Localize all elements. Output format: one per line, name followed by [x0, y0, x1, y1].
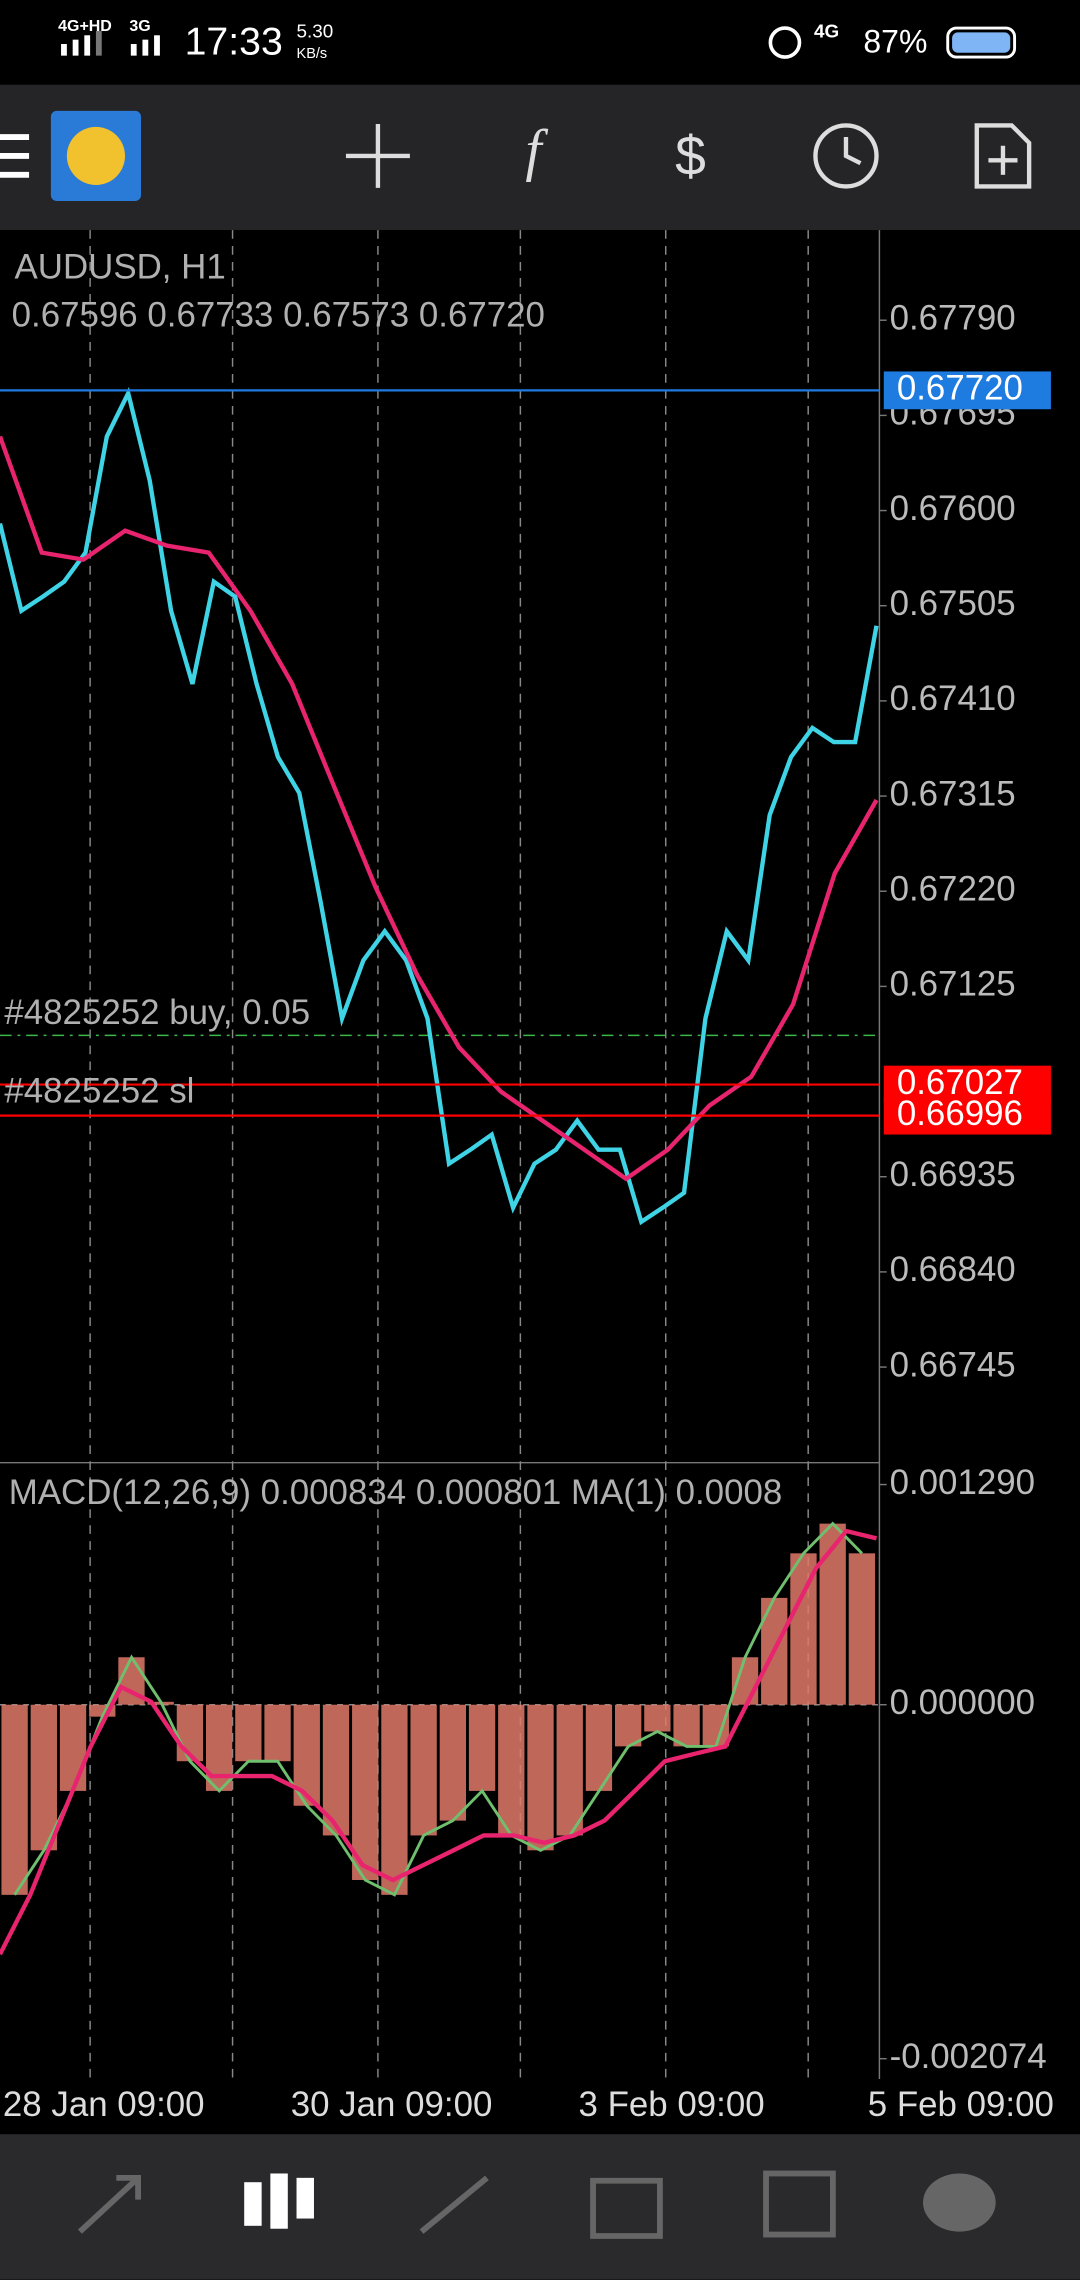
clock: 17:33	[185, 19, 283, 63]
macd-bar	[556, 1704, 583, 1836]
quotes-tab[interactable]	[77, 2174, 141, 2234]
y-tick-label: 0.001290	[890, 1463, 1035, 1502]
status-bar: 4G+HD 3G 17:33 5.30 KB/s 4G 87%	[58, 18, 1017, 63]
macd-bar	[498, 1704, 525, 1836]
macd-bar	[673, 1704, 700, 1747]
price-tag-label: 0.66996	[897, 1094, 1023, 1133]
timeframe-button[interactable]	[813, 123, 879, 189]
ohlc: 0.67596 0.67733 0.67573 0.67720	[12, 296, 545, 335]
trade-button[interactable]: $	[675, 125, 706, 187]
signal	[72, 39, 79, 56]
macd-bar	[264, 1704, 291, 1762]
signal	[61, 44, 67, 56]
signal	[84, 35, 91, 56]
network: 4G+HD	[58, 18, 112, 35]
macd-bar	[89, 1704, 116, 1717]
price-tag	[883, 371, 1051, 410]
macd-bar	[819, 1523, 846, 1705]
signal	[130, 44, 137, 56]
date-label: 5 Feb 09:00	[868, 2085, 1054, 2124]
macd-bar	[439, 1704, 467, 1821]
crosshair-button[interactable]	[345, 123, 410, 188]
macd-bar	[615, 1704, 642, 1747]
symbol: AUDUSD, H1	[15, 248, 226, 287]
signal	[154, 35, 160, 56]
signal	[142, 39, 149, 56]
y-tick-label: 0.67790	[890, 298, 1016, 337]
plot	[0, 319, 887, 2060]
macd-bar	[381, 1704, 408, 1895]
battery-icon	[946, 26, 1017, 59]
speed: 5.30	[297, 21, 334, 42]
battery-level: 87%	[863, 23, 927, 59]
y-tick-label: 0.67315	[890, 774, 1016, 813]
order-label: #4825252 buy, 0.05	[4, 993, 310, 1032]
menu-icon[interactable]	[0, 134, 30, 178]
y-tick-label: 0.66840	[890, 1250, 1016, 1289]
macd-bar	[468, 1704, 496, 1791]
y-tick-label: 0.000000	[890, 1683, 1035, 1722]
date-label: 28 Jan 09:00	[3, 2085, 205, 2124]
speed-unit: KB/s	[297, 46, 328, 62]
y-tick-label: 0.67505	[890, 584, 1016, 623]
macd-bar	[352, 1704, 379, 1880]
series-line	[0, 1528, 878, 1956]
template-button[interactable]	[974, 123, 1032, 189]
macd-bar	[1, 1704, 28, 1895]
y-tick-label: 0.67600	[890, 489, 1016, 528]
macd-bar	[30, 1704, 57, 1851]
macd-bar	[702, 1704, 729, 1747]
macd-bar	[235, 1704, 262, 1762]
y-tick-label: 0.67410	[890, 679, 1016, 718]
y-tick-label: 0.67125	[890, 965, 1016, 1004]
date-label: 3 Feb 09:00	[579, 2085, 765, 2124]
signal	[95, 30, 102, 56]
network: 3G	[129, 18, 150, 35]
history-tab[interactable]	[590, 2177, 663, 2239]
sl-label: #4825252 sl	[4, 1072, 194, 1111]
news-tab[interactable]	[763, 2170, 836, 2238]
chart-tab[interactable]	[244, 2173, 314, 2229]
alarm-icon	[768, 26, 802, 59]
macd-outline	[13, 1521, 864, 1897]
macd-title: MACD(12,26,9) 0.000834 0.000801 MA(1) 0.…	[9, 1473, 783, 1512]
price-tag	[883, 1096, 1051, 1135]
series-line	[0, 435, 879, 1182]
macd-bar	[59, 1704, 87, 1791]
y-tick-label: 0.66745	[890, 1345, 1016, 1384]
y-tick-label: -0.002074	[890, 2037, 1047, 2076]
y-tick-label: 0.66935	[890, 1155, 1016, 1194]
network: 4G	[814, 21, 839, 42]
logo-mark	[66, 126, 126, 186]
trade-tab[interactable]	[419, 2175, 489, 2234]
price-tag-label: 0.67027	[897, 1063, 1023, 1102]
macd-bar	[527, 1704, 554, 1851]
macd-bar	[848, 1553, 876, 1705]
chat-tab[interactable]	[923, 2173, 996, 2232]
date-label: 30 Jan 09:00	[291, 2085, 493, 2124]
y-tick-label: 0.67220	[890, 869, 1016, 908]
macd-bar	[410, 1704, 437, 1836]
series-line	[0, 386, 879, 1226]
bottom-nav	[0, 2134, 1080, 2280]
price-tag-label: 0.67720	[897, 369, 1023, 408]
battery-fill	[952, 32, 1011, 53]
macd-bar	[644, 1704, 671, 1732]
toolbar	[0, 84, 1080, 231]
